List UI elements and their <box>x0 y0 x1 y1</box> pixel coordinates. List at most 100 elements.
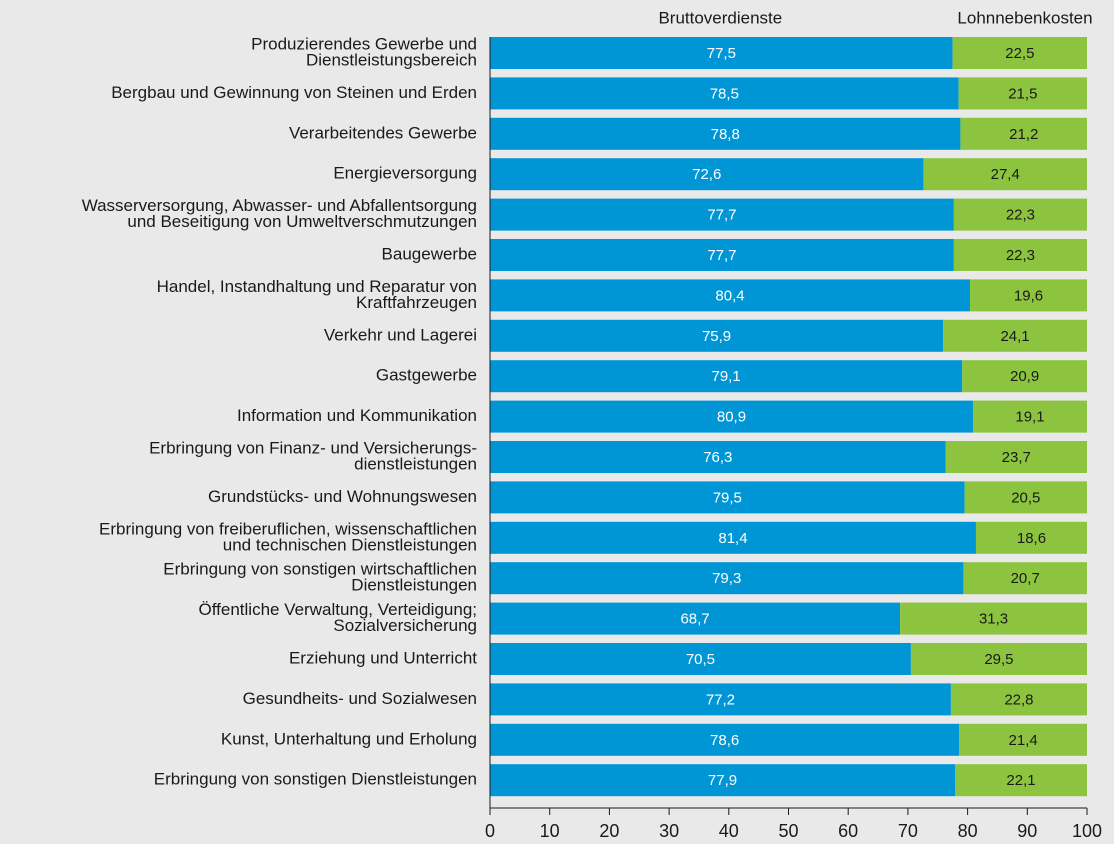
bar-segment <box>490 239 954 271</box>
category-label: Verkehr und Lagerei <box>324 325 477 344</box>
category-label: und technischen Dienstleistungen <box>223 535 477 554</box>
value-label: 78,6 <box>710 732 739 749</box>
category-label: Erziehung und Unterricht <box>289 648 477 667</box>
bar-segment <box>952 37 1087 69</box>
value-label: 24,1 <box>1000 328 1029 345</box>
value-label: 21,5 <box>1008 85 1037 102</box>
bar-segment <box>490 37 953 69</box>
bar-segment <box>963 562 1087 595</box>
value-label: 75,9 <box>702 328 731 345</box>
value-label: 78,5 <box>710 85 739 102</box>
value-label: 19,1 <box>1015 409 1044 426</box>
bar-segment <box>490 198 954 231</box>
value-label: 78,8 <box>711 126 740 143</box>
value-label: 79,3 <box>712 570 741 587</box>
bar-segment <box>490 764 956 797</box>
bar-segment <box>490 360 963 393</box>
category-label: Bergbau und Gewinnung von Steinen und Er… <box>111 83 477 102</box>
value-label: 27,4 <box>991 166 1020 183</box>
bar-segment <box>959 723 1087 756</box>
bar-segment <box>490 521 976 554</box>
bar-segment <box>962 360 1087 393</box>
value-label: 77,7 <box>707 247 736 264</box>
value-label: 20,9 <box>1010 368 1039 385</box>
value-label: 31,3 <box>979 611 1008 628</box>
category-label: Verarbeitendes Gewerbe <box>289 123 477 142</box>
bar-segment <box>945 441 1087 473</box>
value-label: 22,1 <box>1006 772 1035 789</box>
category-label: und Beseitigung von Umweltverschmutzunge… <box>127 212 477 231</box>
bar-segment <box>964 481 1087 514</box>
value-label: 77,2 <box>706 691 735 708</box>
value-label: 70,5 <box>686 651 715 668</box>
legend-label: Bruttoverdienste <box>658 8 782 27</box>
x-tick-label: 0 <box>485 821 495 841</box>
value-label: 79,5 <box>713 489 742 506</box>
value-label: 81,4 <box>718 530 747 547</box>
value-label: 22,3 <box>1006 207 1035 224</box>
bar-segment <box>490 562 964 595</box>
value-label: 29,5 <box>984 651 1013 668</box>
x-tick-label: 50 <box>778 821 798 841</box>
category-label: Dienstleistungsbereich <box>306 50 477 69</box>
bar-segment <box>490 117 961 150</box>
value-label: 79,1 <box>712 368 741 385</box>
bar-segment <box>490 158 924 191</box>
value-label: 23,7 <box>1002 449 1031 466</box>
bar-segment <box>490 441 946 473</box>
value-label: 68,7 <box>680 611 709 628</box>
bar-segment <box>955 764 1087 797</box>
bar-segment <box>943 319 1087 352</box>
legend-label: Lohnnebenkosten <box>957 8 1092 27</box>
value-label: 77,5 <box>707 45 736 62</box>
value-label: 22,8 <box>1004 691 1033 708</box>
bar-segment <box>969 279 1087 312</box>
bar-segment <box>490 400 973 433</box>
category-label: Erbringung von Finanz- und Versicherungs… <box>149 438 477 457</box>
bar-segment <box>490 319 944 352</box>
value-label: 21,2 <box>1009 126 1038 143</box>
category-label: Erbringung von freiberuflichen, wissensc… <box>99 519 477 538</box>
bar-segment <box>975 521 1087 554</box>
bar-segment <box>972 400 1087 433</box>
value-label: 72,6 <box>692 166 721 183</box>
x-tick-label: 20 <box>599 821 619 841</box>
bar-segment <box>910 643 1087 675</box>
value-label: 22,3 <box>1006 247 1035 264</box>
x-tick-label: 80 <box>958 821 978 841</box>
value-label: 77,7 <box>707 207 736 224</box>
bar-segment <box>958 77 1087 110</box>
bar-segment <box>900 602 1087 635</box>
bar-segment <box>950 683 1087 716</box>
category-label: Grundstücks- und Wohnungswesen <box>208 487 477 506</box>
value-label: 77,9 <box>708 772 737 789</box>
category-label: Dienstleistungen <box>351 576 477 595</box>
category-label: Kraftfahrzeugen <box>356 293 477 312</box>
category-label: Energieversorgung <box>333 164 477 183</box>
category-label: Baugewerbe <box>382 244 477 263</box>
category-label: Erbringung von sonstigen Dienstleistunge… <box>154 770 477 789</box>
category-label: Information und Kommunikation <box>237 406 477 425</box>
x-tick-label: 10 <box>540 821 560 841</box>
category-label: Gesundheits- und Sozialwesen <box>243 689 477 708</box>
category-label: Öffentliche Verwaltung, Verteidigung; <box>199 600 477 619</box>
x-tick-label: 90 <box>1017 821 1037 841</box>
category-label: Gastgewerbe <box>376 366 477 385</box>
bar-segment <box>923 158 1087 191</box>
value-label: 18,6 <box>1017 530 1046 547</box>
bar-segment <box>490 77 959 110</box>
value-label: 20,7 <box>1011 570 1040 587</box>
x-tick-label: 70 <box>898 821 918 841</box>
value-label: 21,4 <box>1009 732 1038 749</box>
category-label: Sozialversicherung <box>333 616 477 635</box>
bar-segment <box>953 239 1087 271</box>
bar-segment <box>490 279 970 312</box>
value-label: 20,5 <box>1011 489 1040 506</box>
value-label: 76,3 <box>703 449 732 466</box>
x-tick-label: 100 <box>1072 821 1102 841</box>
category-label: Produzierendes Gewerbe und <box>251 34 477 53</box>
value-label: 22,5 <box>1005 45 1034 62</box>
category-label: dienstleistungen <box>354 454 477 473</box>
bar-segment <box>490 683 951 716</box>
